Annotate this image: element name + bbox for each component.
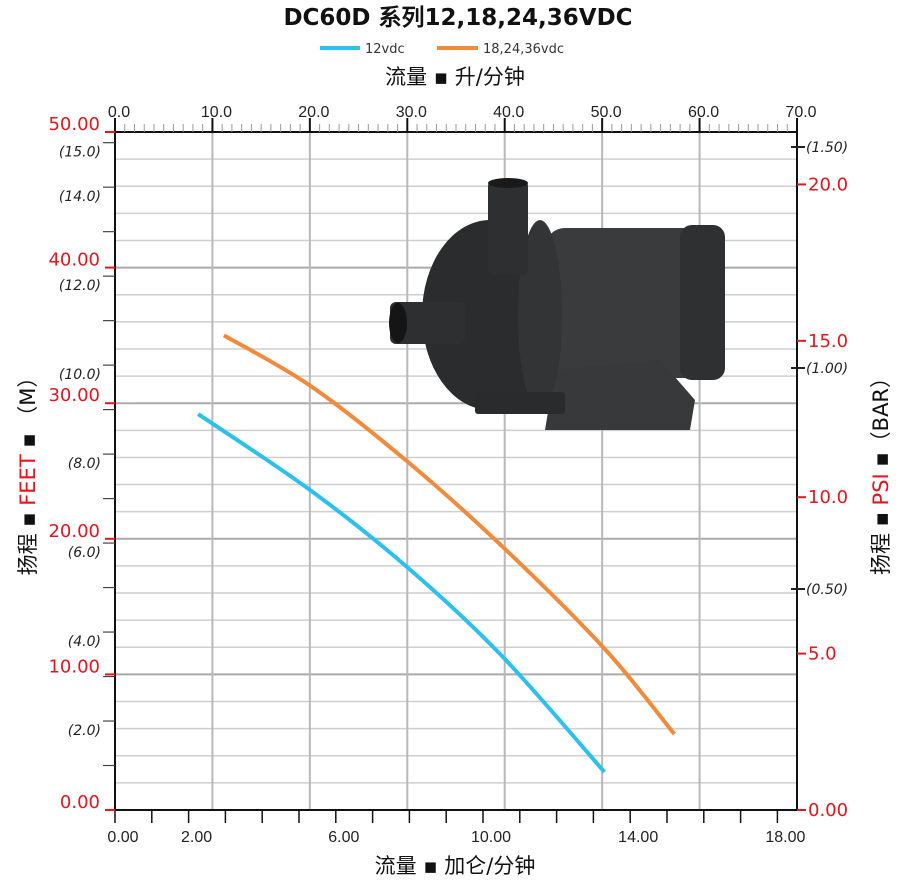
bottom-axis-tick-label: 6.00 (328, 829, 359, 846)
bottom-axis-title: 流量 ▪ 加仑/分钟 (375, 854, 536, 878)
psi-tick-label: 20.0 (808, 174, 848, 195)
feet-tick-label: 50.00 (48, 114, 100, 135)
top-axis-title: 流量 ▪ 升/分钟 (385, 65, 525, 89)
series-line-12vdc (197, 412, 606, 774)
feet-tick-label: 10.00 (48, 656, 100, 677)
bottom-axis-tick-label: 10.00 (471, 829, 511, 846)
meter-tick-label: (4.0) (68, 634, 101, 650)
right-axis-title-suffix: ▪（BAR） (869, 367, 893, 473)
legend-label-12vdc: 12vdc (365, 42, 405, 57)
meter-tick-label: (12.0) (59, 278, 101, 294)
right-axis-title-main: PSI (869, 473, 893, 505)
psi-tick-label: 10.0 (808, 487, 848, 508)
top-axis-tick-label: 30.0 (396, 104, 427, 121)
pump-image (389, 178, 725, 430)
series-layer (197, 333, 676, 774)
series-line-18-24-36vdc (222, 333, 676, 736)
left-axis-title: 扬程 ▪ FEET ▪ （M） (16, 367, 40, 576)
right-axis-title: 扬程 ▪ PSI ▪（BAR） (869, 367, 893, 575)
axes: 0.0 10.0 20.0 30.0 40.0 50.0 60.0 70.0 0.00 2.00 6… (48, 104, 848, 846)
bar-tick-label: (1.00) (806, 361, 848, 377)
psi-tick-label: 15.0 (808, 331, 848, 352)
bottom-axis-tick-label: 2.00 (181, 829, 212, 846)
feet-tick-label: 40.00 (48, 250, 100, 271)
top-axis-tick-label: 60.0 (688, 104, 719, 121)
meter-tick-label: (10.0) (59, 367, 101, 383)
legend-label-18-24-36vdc: 18,24,36vdc (483, 42, 564, 57)
right-axis-title-prefix: 扬程 ▪ (869, 505, 893, 575)
left-axis-title-main: FEET (16, 454, 40, 506)
feet-tick-label: 20.00 (48, 521, 100, 542)
chart-title: DC60D 系列12,18,24,36VDC (283, 5, 632, 31)
bottom-axis-tick-label: 14.00 (618, 829, 658, 846)
bar-tick-label: (1.50) (806, 140, 848, 156)
top-axis-tick-label: 50.0 (591, 104, 622, 121)
top-axis-tick-label: 20.0 (298, 104, 329, 121)
left-axis-title-suffix: ▪ （M） (16, 367, 40, 455)
meter-tick-label: (6.0) (68, 545, 101, 561)
meter-tick-label: (8.0) (68, 456, 101, 472)
left-axis-title-prefix: 扬程 ▪ (16, 506, 40, 576)
top-axis-tick-label: 10.0 (201, 104, 232, 121)
psi-tick-label: 0.00 (808, 800, 848, 821)
legend: 12vdc 18,24,36vdc (320, 42, 564, 57)
top-axis-tick-label: 40.0 (493, 104, 524, 121)
bottom-axis-tick-label: 0.00 (107, 829, 138, 846)
psi-tick-label: 5.0 (808, 644, 837, 665)
meter-tick-label: (14.0) (59, 189, 101, 205)
bar-tick-label: (0.50) (806, 582, 848, 598)
meter-tick-label: (15.0) (59, 145, 101, 161)
feet-tick-label: 30.00 (48, 385, 100, 406)
top-axis-tick-label: 70.0 (785, 104, 816, 121)
bottom-axis-tick-label: 18.00 (765, 829, 805, 846)
feet-tick-label: 0.00 (60, 792, 100, 813)
top-axis-tick-label: 0.0 (108, 104, 130, 121)
meter-tick-label: (2.0) (68, 723, 101, 739)
